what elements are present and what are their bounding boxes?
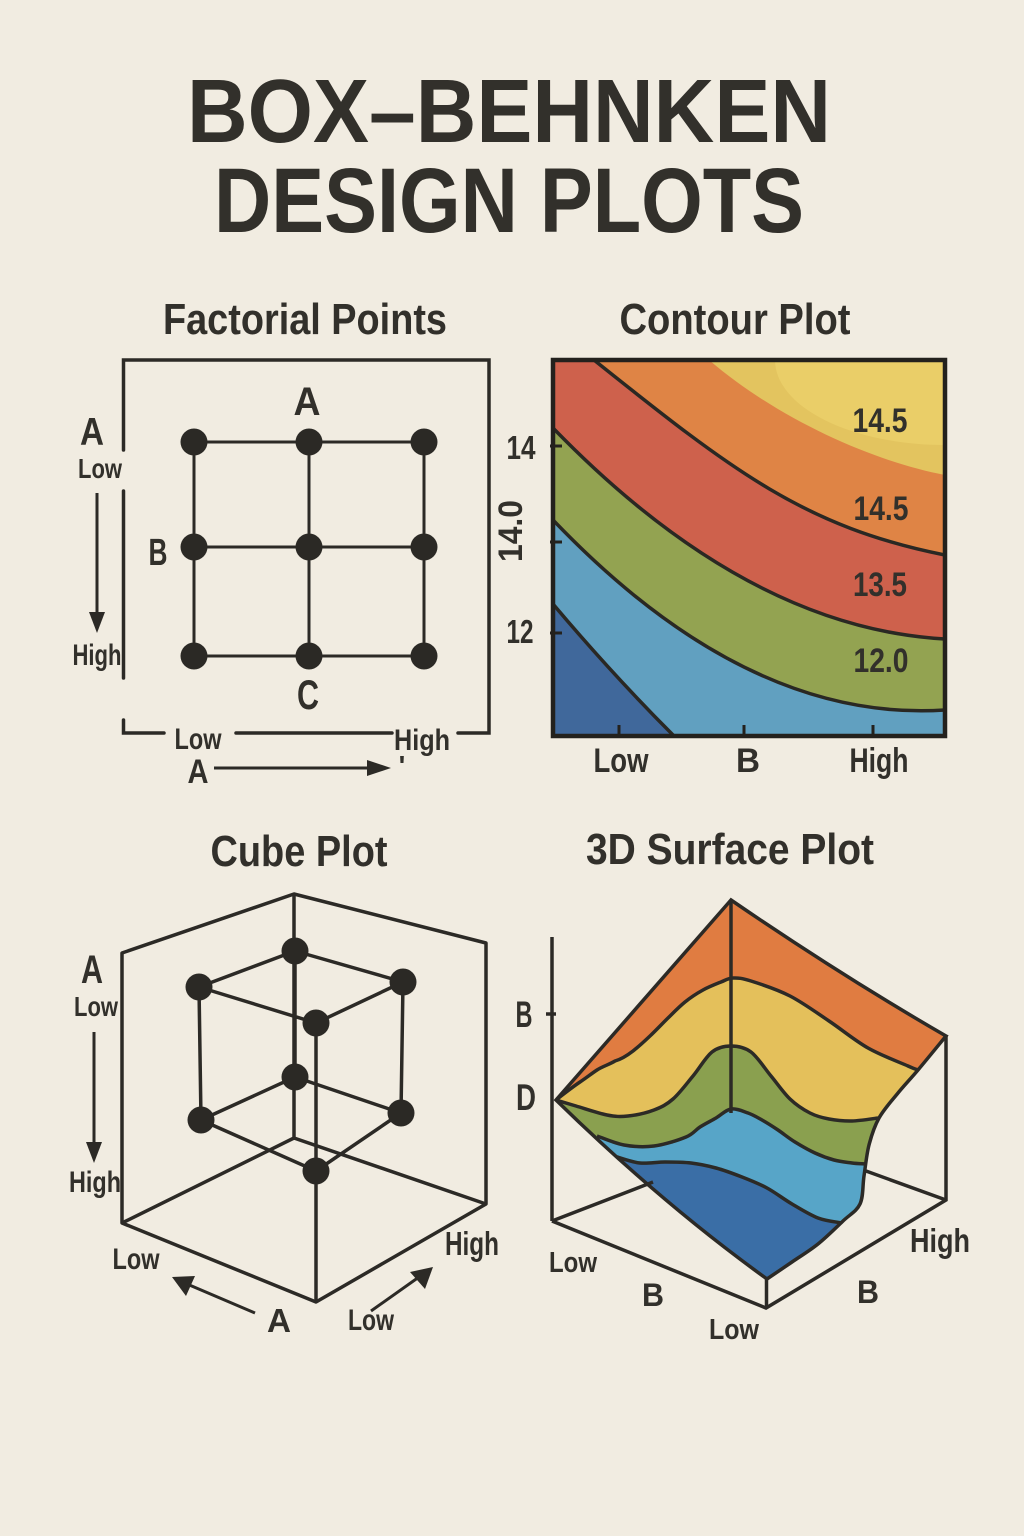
svg-text:3D Surface Plot: 3D Surface Plot <box>586 825 874 874</box>
svg-text:14.0: 14.0 <box>492 500 530 562</box>
svg-text:B: B <box>516 994 533 1035</box>
svg-text:B: B <box>857 1274 879 1310</box>
svg-text:Low: Low <box>549 1247 597 1279</box>
svg-text:High: High <box>73 639 122 672</box>
svg-text:BOX–BEHNKEN: BOX–BEHNKEN <box>187 62 831 162</box>
svg-text:Low: Low <box>594 742 649 780</box>
svg-text:C: C <box>297 671 319 718</box>
svg-text:14: 14 <box>507 429 537 466</box>
svg-text:B: B <box>149 532 168 574</box>
svg-text:High: High <box>910 1222 970 1259</box>
svg-text:B: B <box>736 742 760 780</box>
svg-text:B: B <box>642 1277 664 1313</box>
svg-text:Low: Low <box>74 991 118 1022</box>
svg-text:Low: Low <box>113 1243 161 1276</box>
svg-text:High: High <box>69 1166 121 1199</box>
svg-text:Low: Low <box>175 723 223 756</box>
svg-text:12.0: 12.0 <box>854 642 909 680</box>
svg-text:Factorial Points: Factorial Points <box>163 295 447 344</box>
svg-text:High: High <box>394 724 450 757</box>
svg-text:12: 12 <box>507 613 534 650</box>
svg-text:High: High <box>445 1225 499 1262</box>
svg-text:A: A <box>294 380 321 424</box>
svg-text:13.5: 13.5 <box>853 566 907 604</box>
svg-text:D: D <box>516 1077 536 1118</box>
svg-text:Contour Plot: Contour Plot <box>620 295 851 344</box>
svg-text:A: A <box>188 753 209 791</box>
svg-text:Low: Low <box>348 1304 394 1337</box>
svg-text:A: A <box>80 411 104 454</box>
svg-text:': ' <box>399 750 406 781</box>
svg-text:14.5: 14.5 <box>853 402 908 440</box>
svg-text:A: A <box>267 1302 291 1339</box>
svg-text:Cube Plot: Cube Plot <box>211 827 388 876</box>
svg-text:DESIGN PLOTS: DESIGN PLOTS <box>214 150 804 252</box>
svg-text:Low: Low <box>709 1314 759 1346</box>
svg-text:High: High <box>850 742 909 780</box>
svg-text:14.5: 14.5 <box>854 490 909 528</box>
svg-text:A: A <box>81 948 103 992</box>
svg-text:Low: Low <box>78 453 122 484</box>
